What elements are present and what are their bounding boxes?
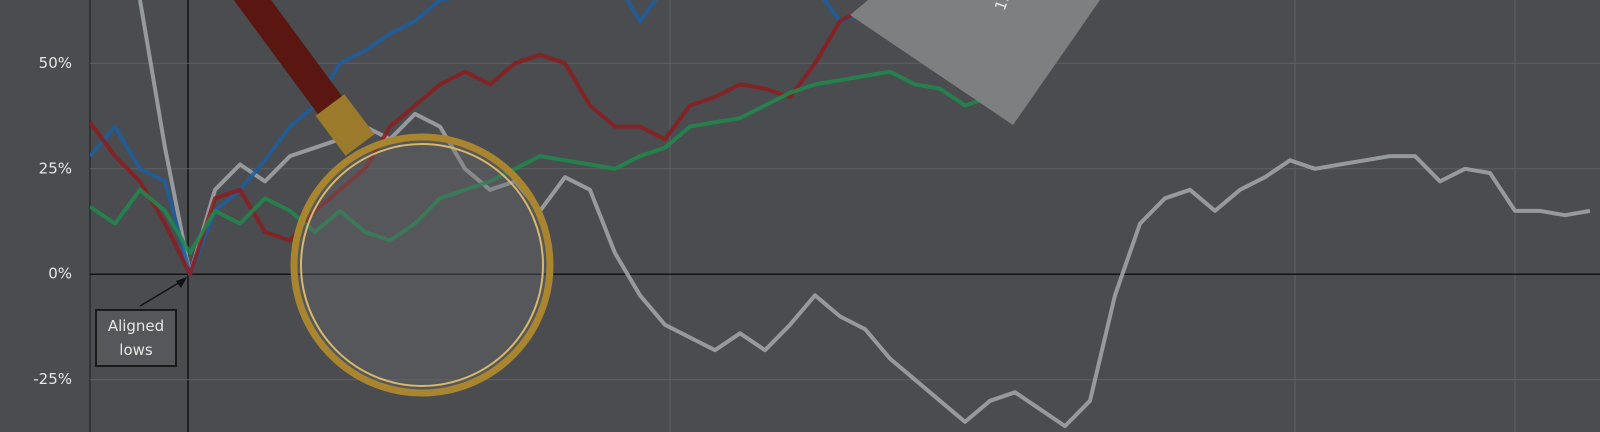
y-tick-label: 25% [39,159,72,177]
y-tick-label: -25% [33,370,72,388]
series-line [138,0,1591,429]
y-tick-label: 50% [39,54,72,72]
series-line [90,0,866,277]
series-line [90,6,891,277]
note-text: 19 [991,0,1014,13]
vertical-rules [89,0,1516,432]
series-line [90,69,991,256]
annotation-arrow [139,277,187,307]
annotation: Aligned lows [95,309,177,367]
magnifier [233,0,554,397]
paper-note: 19 [850,0,1100,125]
y-tick-label: 0% [48,265,72,283]
